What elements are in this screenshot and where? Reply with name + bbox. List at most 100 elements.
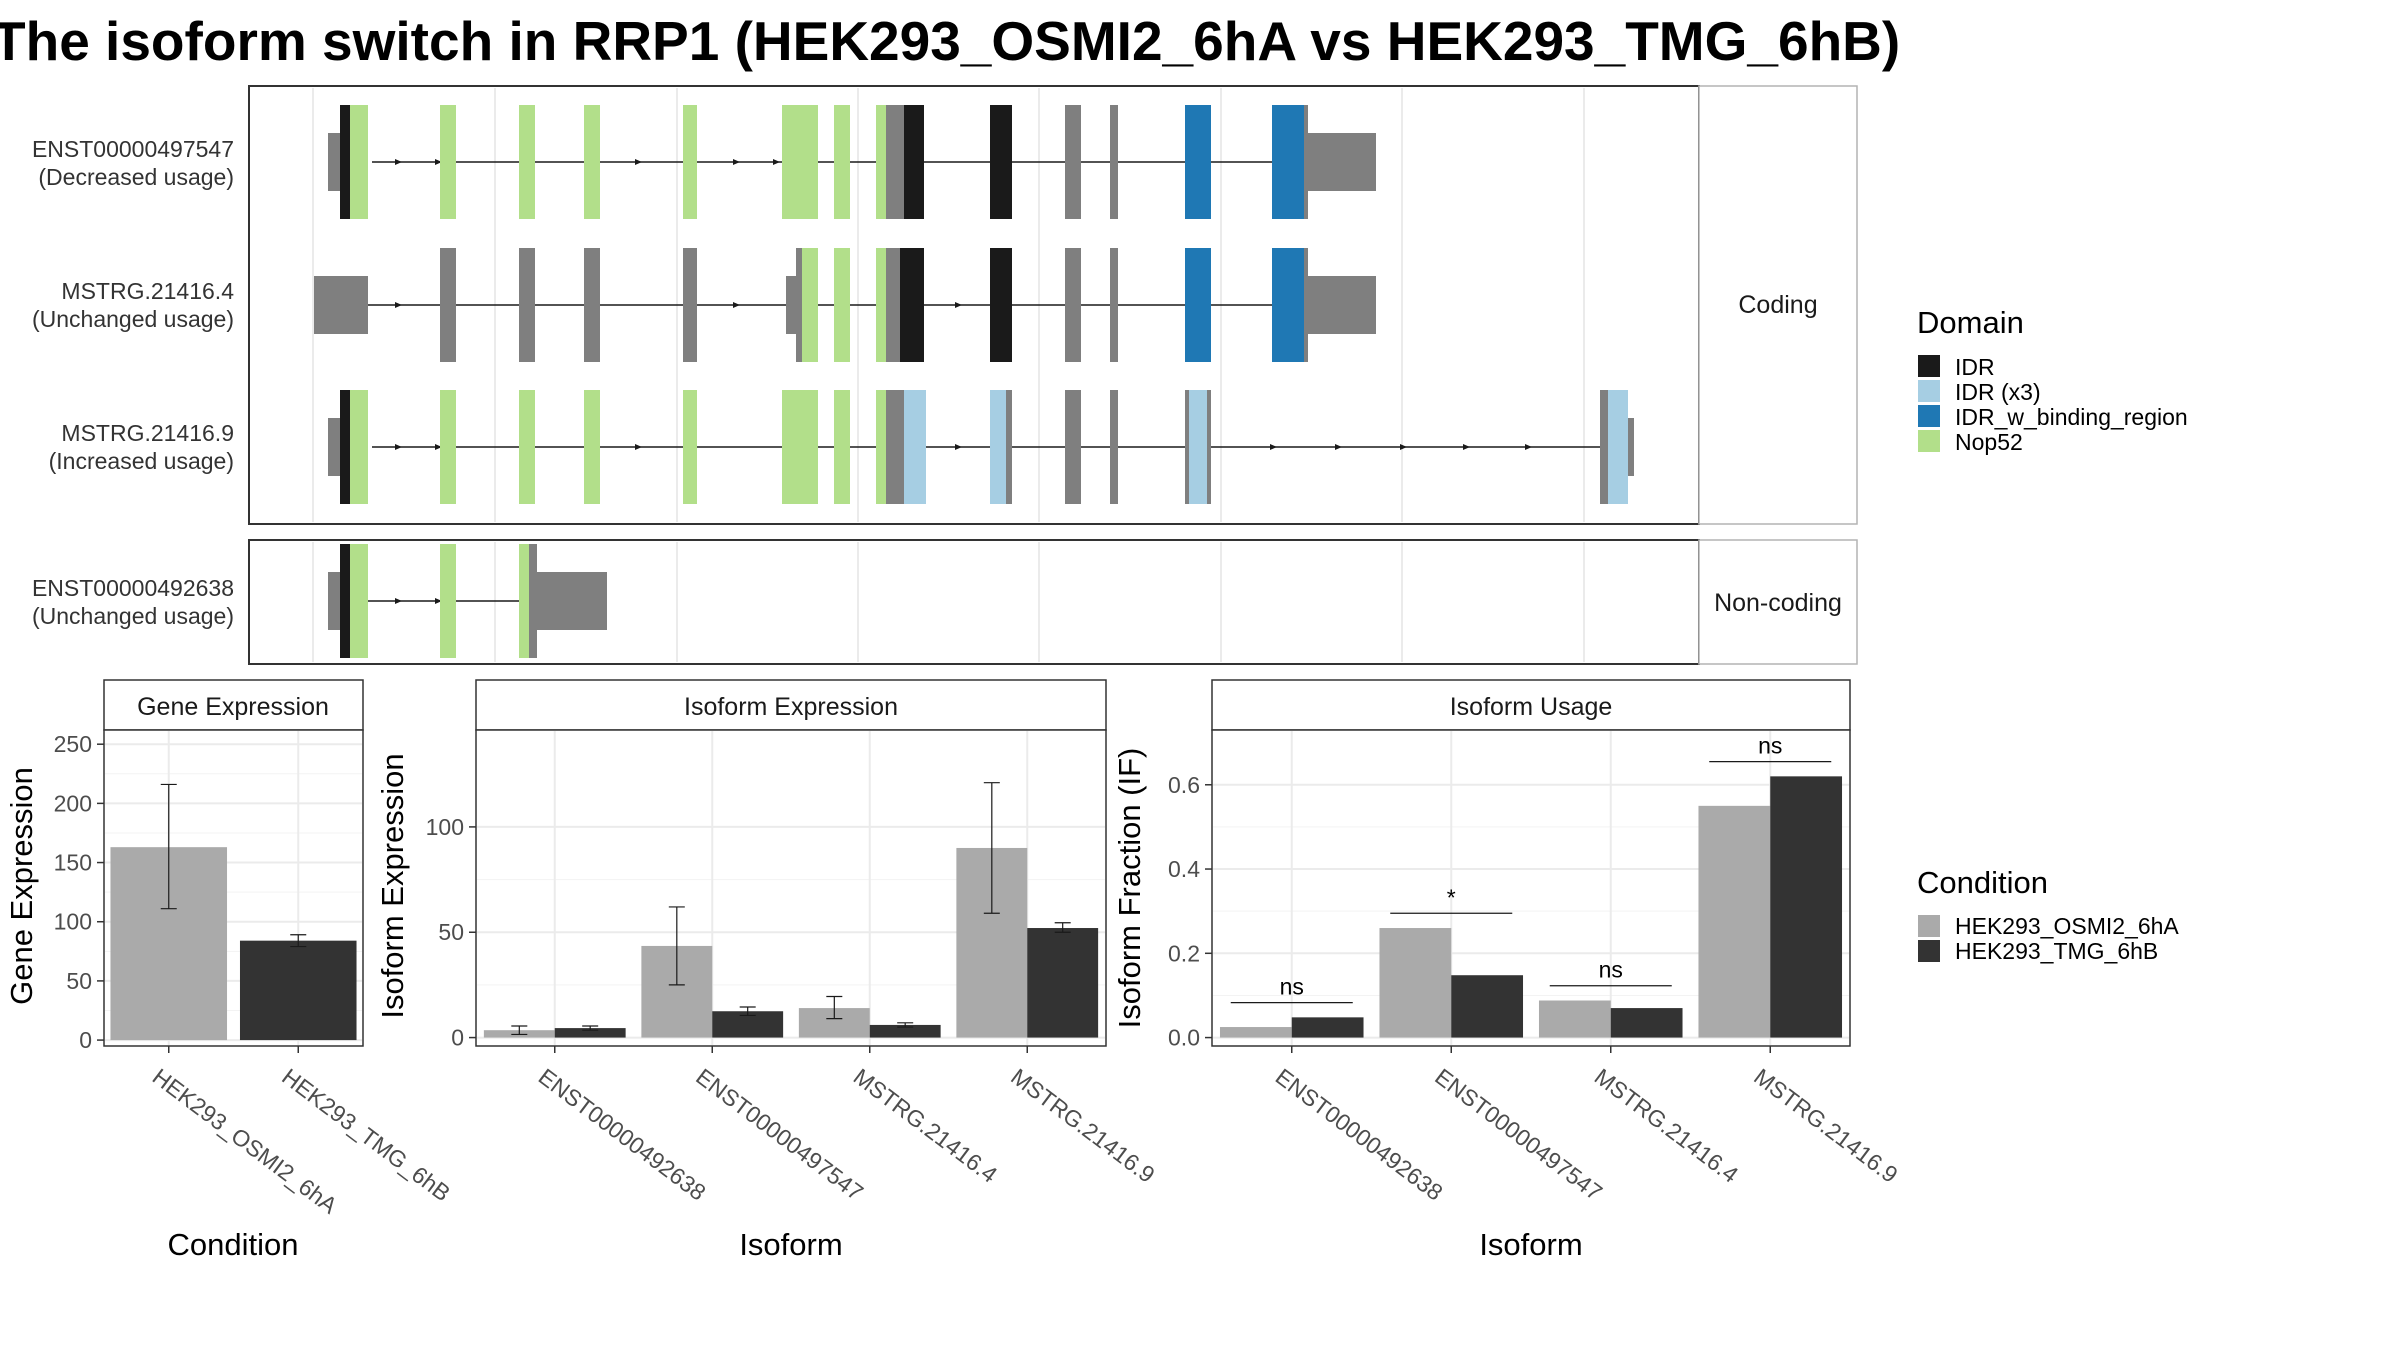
y-tick-label: 100 bbox=[426, 814, 464, 840]
x-tick-label: MSTRG.21416.9 bbox=[1749, 1063, 1902, 1188]
coding-exon bbox=[886, 390, 904, 504]
bars bbox=[483, 782, 1099, 1038]
exon-domain-nop52 bbox=[782, 105, 818, 219]
intron-direction-arrow bbox=[395, 598, 402, 604]
exon-domain-idr-w-binding-region bbox=[1272, 105, 1304, 219]
utr-exon bbox=[314, 276, 368, 334]
y-tick-label: 0.4 bbox=[1168, 856, 1200, 882]
intron-direction-arrow bbox=[955, 444, 962, 450]
exon-domain-idr bbox=[340, 544, 350, 658]
intron-direction-arrow bbox=[733, 302, 740, 308]
intron-direction-arrow bbox=[1335, 444, 1342, 450]
exon-domain-nop52 bbox=[440, 544, 456, 658]
legend-label-tmg: HEK293_TMG_6hB bbox=[1955, 938, 2158, 964]
strip-isoform-expression bbox=[475, 679, 1107, 731]
coding-exon bbox=[1006, 390, 1012, 504]
coding-exon bbox=[1110, 248, 1118, 362]
x-axis-title: Isoform bbox=[739, 1227, 842, 1262]
intron-direction-arrow bbox=[955, 302, 962, 308]
bar-hek293-tmg-6hb bbox=[1610, 1008, 1683, 1038]
exon-domain-nop52 bbox=[876, 248, 886, 362]
exon-domain-idr-w-binding-region bbox=[1185, 105, 1211, 219]
exon-domain-idr bbox=[990, 248, 1012, 362]
y-tick-label: 0.6 bbox=[1168, 772, 1200, 798]
legend-swatch-nop52 bbox=[1918, 430, 1940, 452]
x-tick-label: ENST00000492638 bbox=[534, 1063, 711, 1205]
transcript-name: MSTRG.21416.9 bbox=[61, 420, 234, 446]
bar-hek293-tmg-6hb bbox=[239, 940, 357, 1041]
legend-label-nop52: Nop52 bbox=[1955, 429, 2023, 455]
legend-swatch-tmg bbox=[1918, 940, 1940, 962]
y-tick-label: 150 bbox=[54, 850, 92, 876]
y-tick-label: 50 bbox=[66, 968, 92, 994]
structure-gridlines bbox=[312, 88, 1585, 662]
figure-title: The isoform switch in RRP1 (HEK293_OSMI2… bbox=[0, 10, 1900, 72]
legend-swatch-idr-binding bbox=[1918, 405, 1940, 427]
coding-exon bbox=[1185, 390, 1189, 504]
isoform-expression-chart: Isoform Expression 0 50 100 ENST0000049263… bbox=[375, 679, 1160, 1262]
intron-direction-arrow bbox=[635, 159, 642, 165]
exon-domain-nop52 bbox=[802, 248, 818, 362]
exon-domain-nop52 bbox=[834, 248, 850, 362]
y-tick-label: 0.2 bbox=[1168, 940, 1200, 966]
isoform-usage-chart: Isoform Usage 0.0 0.2 0.4 0.6 ns * ns ns ENST0… bbox=[1112, 679, 1903, 1262]
y-axis-title: Gene Expression bbox=[4, 767, 39, 1005]
exon-domain-idr-w-binding-region bbox=[1185, 248, 1211, 362]
exon-domain-nop52 bbox=[683, 105, 697, 219]
coding-exon bbox=[886, 248, 900, 362]
exon-domain-idr bbox=[990, 105, 1012, 219]
legend-label-idr: IDR bbox=[1955, 354, 1995, 380]
significance-label: ns bbox=[1758, 733, 1782, 759]
intron-direction-arrow bbox=[395, 302, 402, 308]
exon-domain-nop52 bbox=[782, 390, 818, 504]
exon-domain-idr-x3- bbox=[904, 390, 926, 504]
coding-exon bbox=[1065, 390, 1081, 504]
bar-hek293-tmg-6hb bbox=[1451, 975, 1524, 1038]
coding-exon bbox=[683, 248, 697, 362]
domain-legend-title: Domain bbox=[1917, 305, 2024, 340]
transcript-usage: (Decreased usage) bbox=[38, 164, 234, 190]
condition-legend-title: Condition bbox=[1917, 865, 2048, 900]
bars bbox=[1219, 776, 1843, 1038]
intron-direction-arrow bbox=[1400, 444, 1407, 450]
facet-label-noncoding: Non-coding bbox=[1714, 589, 1842, 617]
intron-direction-arrow bbox=[733, 159, 740, 165]
utr-exon bbox=[1304, 133, 1376, 191]
x-tick-label: MSTRG.21416.4 bbox=[849, 1063, 1003, 1188]
chart-title: Gene Expression bbox=[137, 693, 329, 721]
transcript-name: ENST00000492638 bbox=[32, 575, 234, 601]
exon-domain-idr bbox=[904, 105, 924, 219]
utr-exon bbox=[786, 276, 796, 334]
structure-isoforms bbox=[314, 105, 1634, 658]
bar-hek293-tmg-6hb bbox=[869, 1024, 941, 1038]
y-tick-label: 0 bbox=[79, 1027, 92, 1053]
chart-title: Isoform Usage bbox=[1450, 693, 1613, 721]
transcript-usage: (Increased usage) bbox=[49, 448, 234, 474]
exon-domain-idr bbox=[900, 248, 924, 362]
exon-domain-nop52 bbox=[350, 390, 368, 504]
y-tick-label: 250 bbox=[54, 731, 92, 757]
coding-exon bbox=[1110, 390, 1118, 504]
intron-direction-arrow bbox=[395, 444, 402, 450]
exon-domain-nop52 bbox=[519, 390, 535, 504]
exon-domain-idr bbox=[340, 390, 350, 504]
noncoding-panel-frame bbox=[248, 539, 1700, 665]
x-axis-title: Isoform bbox=[1479, 1227, 1582, 1262]
exon-domain-idr bbox=[340, 105, 350, 219]
coding-exon bbox=[529, 544, 537, 658]
strip-gene-expression bbox=[103, 679, 364, 731]
intron-direction-arrow bbox=[395, 159, 402, 165]
coding-exon bbox=[519, 248, 535, 362]
bar-hek293-osmi2-6ha bbox=[1379, 928, 1452, 1038]
y-axis-ticks: 0.0 0.2 0.4 0.6 bbox=[1168, 772, 1771, 1053]
y-axis-ticks: 0 50 100 bbox=[426, 814, 1028, 1053]
x-tick-labels: ENST00000492638ENST00000497547MSTRG.2141… bbox=[534, 1063, 1160, 1205]
x-tick-label: ENST00000492638 bbox=[1271, 1063, 1448, 1205]
legend-swatch-idr bbox=[1918, 355, 1940, 377]
bar-hek293-osmi2-6ha bbox=[1698, 805, 1771, 1038]
exon-domain-nop52 bbox=[683, 390, 697, 504]
intron-direction-arrow bbox=[435, 159, 442, 165]
coding-exon bbox=[796, 248, 802, 362]
